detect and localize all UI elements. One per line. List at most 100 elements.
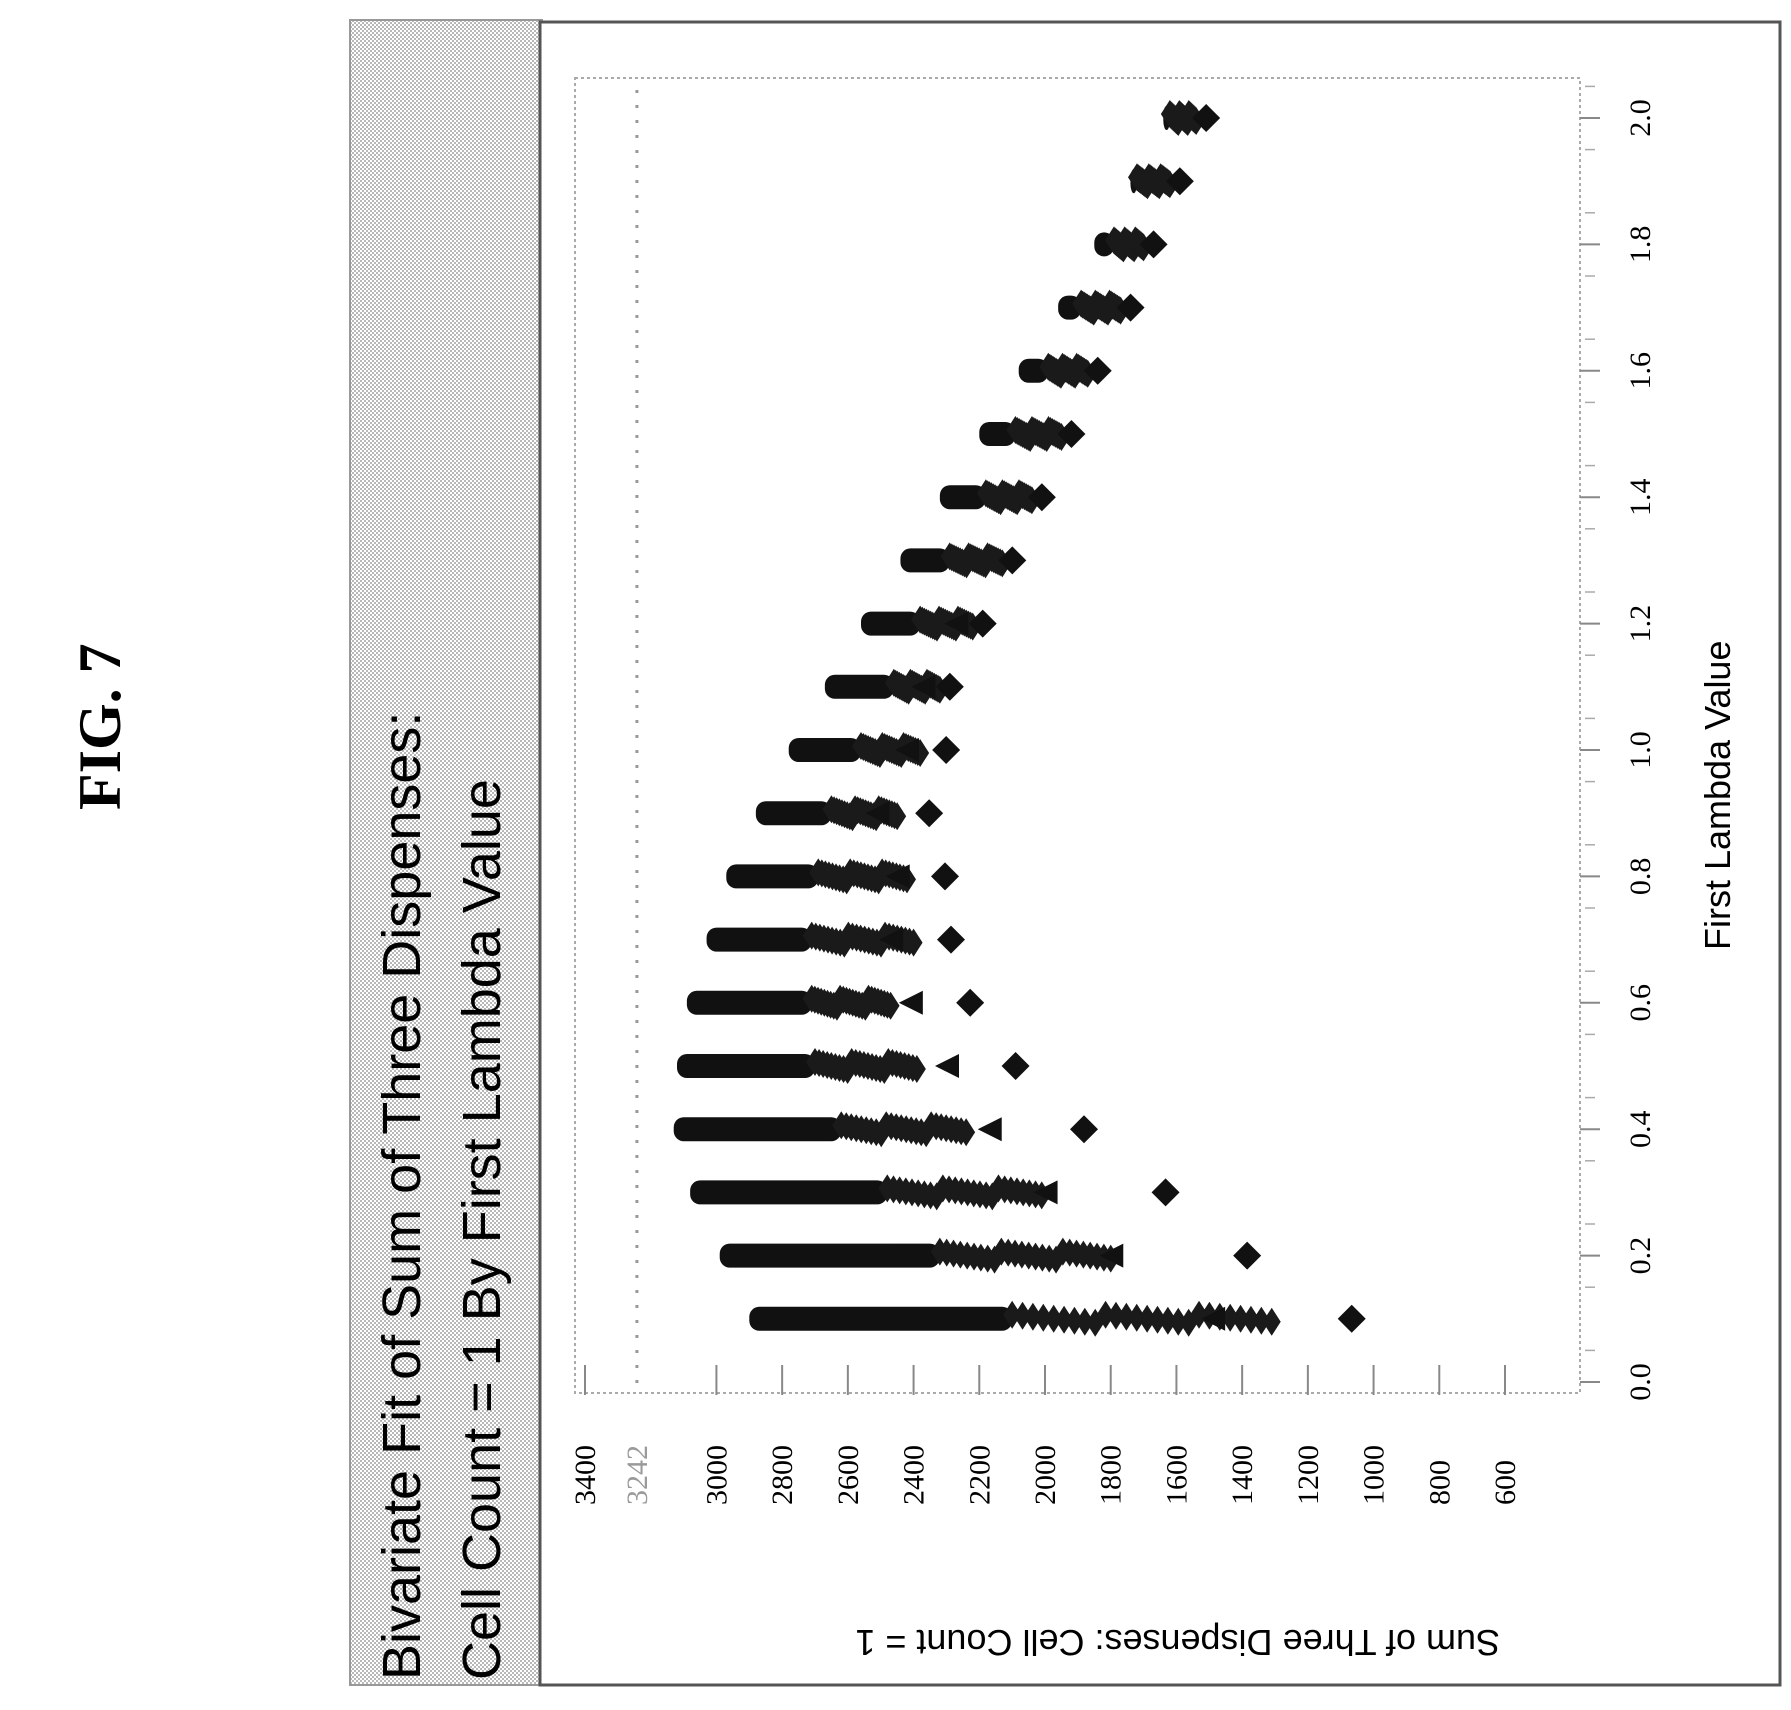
data-point	[1055, 1305, 1074, 1334]
data-point	[1065, 1306, 1084, 1335]
y-tick-label: 3400	[569, 1445, 602, 1505]
y-axis-band	[560, 1360, 1580, 1660]
data-point	[1221, 1303, 1240, 1332]
data-point	[1096, 1300, 1115, 1329]
data-point	[888, 802, 907, 831]
y-tick-label: 1800	[1095, 1445, 1128, 1505]
y-tick-label: 1400	[1226, 1445, 1259, 1505]
x-tick-label: 1.0	[1624, 731, 1657, 769]
data-point	[1262, 1307, 1281, 1336]
y-tick-label: 2000	[1029, 1445, 1062, 1505]
x-tick-label: 0.4	[1624, 1110, 1657, 1148]
diamond-point	[1165, 167, 1194, 196]
cluster-bar	[690, 1180, 888, 1205]
cluster-bar	[677, 1054, 815, 1078]
y-tick-label: 1600	[1160, 1445, 1193, 1505]
cluster-bar	[861, 611, 921, 636]
diamond-point	[1151, 1178, 1180, 1207]
y-tick-label: 1200	[1292, 1445, 1325, 1505]
plot-frame	[574, 77, 1581, 1394]
cluster-bar	[726, 864, 819, 889]
data-point	[1169, 1307, 1188, 1336]
data-point	[1158, 1306, 1177, 1335]
data-point	[907, 1055, 926, 1083]
data-point	[1023, 1302, 1042, 1331]
cluster-bar	[939, 485, 986, 510]
triangle-point	[1099, 1243, 1124, 1268]
diamond-point	[1001, 1052, 1030, 1080]
diamond-point	[915, 799, 944, 828]
diamond-point	[1083, 356, 1112, 385]
data-point	[1034, 1303, 1053, 1332]
diamond-point	[1139, 230, 1168, 259]
cluster-bar	[749, 1306, 1013, 1331]
data-point	[1138, 1304, 1157, 1333]
x-tick-label: 0.2	[1624, 1237, 1657, 1275]
cluster-bar	[824, 674, 894, 699]
triangle-point	[898, 990, 923, 1015]
data-point	[1117, 1302, 1136, 1331]
title-line-2: Cell Count = 1 By First Lambda Value	[452, 779, 512, 1680]
data-point	[1148, 1305, 1167, 1334]
cluster-bar	[979, 422, 1016, 446]
x-tick-label: 0.8	[1624, 858, 1657, 896]
chart-marks	[673, 100, 1366, 1337]
axes: 3400 3000 2800 2600 2400 2200 2000 1800 1600 1400…	[569, 85, 1657, 1505]
chart-title: Bivariate Fit of Sum of Three Dispenses:…	[372, 712, 512, 1680]
x-tick-label: 1.6	[1624, 352, 1657, 390]
cluster-bar	[686, 990, 812, 1015]
data-point	[904, 928, 923, 957]
diamond-point	[956, 988, 985, 1017]
triangle-point	[865, 801, 890, 826]
diamond-point	[1337, 1304, 1366, 1333]
data-point	[1075, 1307, 1094, 1336]
data-point	[1003, 1300, 1022, 1329]
triangle-point	[1201, 1306, 1226, 1331]
diamond-point	[1192, 104, 1221, 132]
triangle-point	[895, 738, 919, 762]
title-line-1: Bivariate Fit of Sum of Three Dispenses:	[372, 712, 432, 1680]
cluster-bar	[788, 738, 861, 762]
diamond-point	[937, 925, 965, 954]
data-point	[1044, 1304, 1063, 1333]
diamond-point	[931, 862, 959, 891]
x-axis-title: First Lambda Value	[1697, 641, 1738, 950]
triangle-point	[1033, 1180, 1058, 1205]
x-tick-label: 2.0	[1624, 99, 1657, 137]
y-tick-label: 2200	[963, 1445, 996, 1505]
y-tick-label: 3000	[700, 1445, 733, 1505]
diamond-point	[1027, 483, 1056, 512]
x-tick-label: 1.8	[1624, 226, 1657, 264]
diamond-point	[1116, 293, 1145, 322]
cluster-bar	[755, 801, 832, 826]
x-tick-label: 0.6	[1624, 984, 1657, 1022]
y-tick-label: 800	[1423, 1460, 1456, 1505]
y-axis-title: Sum of Three Dispenses: Cell Count = 1	[855, 1622, 1500, 1663]
triangle-point	[885, 864, 910, 889]
cluster-bar	[706, 927, 812, 952]
y-tick-label: 600	[1489, 1460, 1522, 1505]
x-tick-label: 1.4	[1624, 478, 1657, 516]
diamond-point	[932, 736, 961, 764]
diamond-point	[1233, 1241, 1262, 1270]
y-tick-label: 2400	[898, 1445, 931, 1505]
diamond-point	[968, 609, 997, 638]
data-point	[1241, 1305, 1260, 1334]
x-tick-label: 1.2	[1624, 605, 1657, 643]
cluster-bar	[900, 548, 950, 573]
x-tick-label: 0.0	[1624, 1363, 1657, 1401]
data-point	[1013, 1301, 1032, 1330]
y-tick-label: 1000	[1358, 1445, 1391, 1505]
data-point	[1106, 1301, 1125, 1330]
cluster-bar	[673, 1117, 842, 1142]
data-point	[1231, 1304, 1250, 1333]
y-tick-label: 2600	[832, 1445, 865, 1505]
reference-line-label: 3242	[621, 1445, 654, 1505]
data-point	[1252, 1306, 1271, 1335]
diamond-point	[998, 546, 1027, 575]
triangle-point	[935, 1054, 959, 1078]
data-point	[957, 1118, 976, 1147]
data-point	[1127, 1303, 1146, 1332]
cluster-bar	[719, 1243, 940, 1268]
